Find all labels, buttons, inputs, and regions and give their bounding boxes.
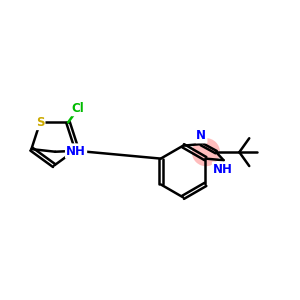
Ellipse shape [192,138,220,166]
Text: Cl: Cl [72,102,85,115]
Text: NH: NH [66,145,86,158]
Text: S: S [36,116,44,129]
Text: N: N [196,129,206,142]
Text: NH: NH [213,163,233,176]
